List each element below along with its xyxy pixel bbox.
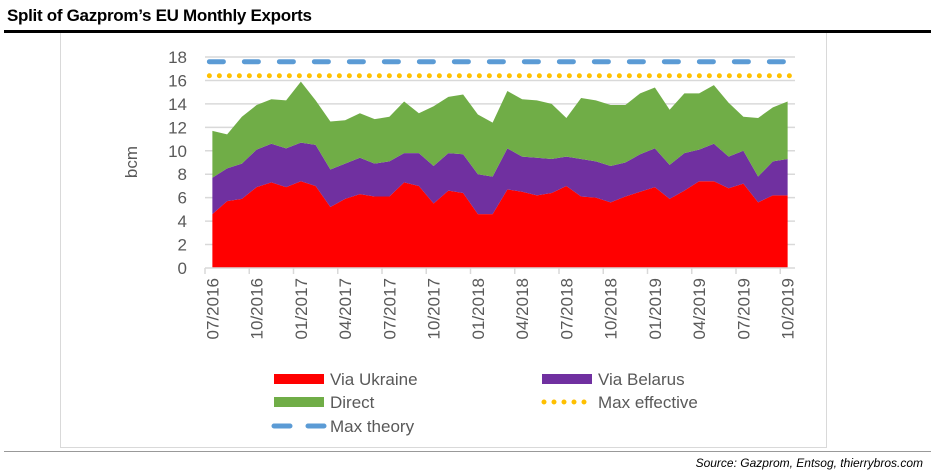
axes: 0 2 4 6 8 10 12 14 16 18 07/2016 10/2016 01/2017 04/2…	[168, 48, 798, 339]
y-tick-label: 12	[168, 118, 187, 137]
x-tick-label: 07/2019	[734, 278, 753, 339]
chart-frame	[60, 33, 827, 448]
legend-swatch	[274, 397, 324, 407]
area-via-ukraine	[212, 181, 788, 268]
source-note: Source: Gazprom, Entsog, thierrybros.com	[695, 456, 923, 470]
y-tick-label: 18	[168, 48, 187, 67]
reference-lines	[206, 59, 794, 79]
x-tick-label: 07/2018	[557, 278, 576, 339]
legend-item: Max theory	[271, 417, 415, 436]
x-tick-label: 04/2019	[690, 278, 709, 339]
bottom-rule	[4, 451, 931, 452]
legend-label: Via Ukraine	[330, 370, 418, 389]
legend: Via Ukraine Via Belarus Direct Max effectiv…	[271, 370, 698, 436]
legend-label: Via Belarus	[598, 370, 685, 389]
legend-item: Max effective	[541, 393, 698, 412]
y-tick-label: 2	[178, 236, 187, 255]
x-tick-label: 07/2017	[380, 278, 399, 339]
legend-item: Via Belarus	[542, 370, 685, 389]
x-tick-label: 04/2017	[336, 278, 355, 339]
title-rule	[4, 30, 931, 33]
x-tick-label: 01/2018	[469, 278, 488, 339]
chart-title: Split of Gazprom’s EU Monthly Exports	[7, 6, 312, 25]
legend-swatch	[274, 374, 324, 384]
y-tick-label: 4	[178, 212, 187, 231]
y-tick-label: 6	[178, 189, 187, 208]
x-tick-label: 01/2019	[646, 278, 665, 339]
legend-swatch	[542, 374, 592, 384]
x-tick-label: 07/2016	[203, 278, 222, 339]
legend-item: Direct	[274, 393, 375, 412]
y-tick-label: 14	[168, 95, 187, 114]
y-tick-label: 10	[168, 142, 187, 161]
y-axis-label: bcm	[122, 146, 141, 178]
legend-label: Max effective	[598, 393, 698, 412]
legend-label: Max theory	[330, 417, 415, 436]
legend-item: Via Ukraine	[274, 370, 418, 389]
y-tick-label: 0	[178, 259, 187, 278]
x-tick-label: 10/2019	[779, 278, 798, 339]
area-direct	[212, 81, 788, 178]
legend-label: Direct	[330, 393, 375, 412]
stacked-areas	[212, 81, 788, 268]
x-tick-label: 10/2016	[248, 278, 267, 339]
y-tick-label: 8	[178, 165, 187, 184]
x-tick-label: 10/2018	[602, 278, 621, 339]
y-tick-label: 16	[168, 71, 187, 90]
x-tick-label: 04/2018	[513, 278, 532, 339]
x-tick-label: 10/2017	[425, 278, 444, 339]
area-via-belarus	[212, 142, 788, 215]
x-tick-label: 01/2017	[292, 278, 311, 339]
